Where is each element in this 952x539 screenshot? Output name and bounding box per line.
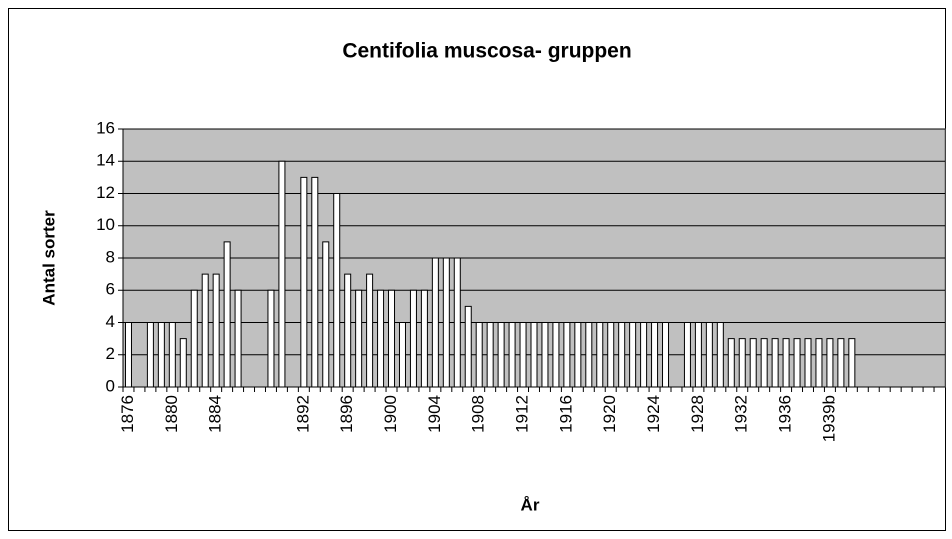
bar <box>223 241 231 388</box>
bar <box>683 322 691 388</box>
bar <box>486 322 494 388</box>
x-tick-label: 1900 <box>381 395 400 433</box>
bar <box>837 338 845 388</box>
bar <box>234 289 242 388</box>
bar <box>519 322 527 388</box>
x-tick-label: 1880 <box>162 395 181 433</box>
y-tick-label: 16 <box>96 118 115 137</box>
bar <box>694 322 702 388</box>
bar <box>596 322 604 388</box>
y-tick-label: 2 <box>106 344 115 363</box>
x-tick-label: 1939b <box>819 395 838 442</box>
x-tick-label: 1932 <box>732 395 751 433</box>
y-tick-label: 4 <box>106 312 115 331</box>
y-tick-label: 12 <box>96 183 115 202</box>
bar <box>355 289 363 388</box>
x-tick-label: 1920 <box>600 395 619 433</box>
x-tick-label: 1876 <box>118 395 137 433</box>
bar <box>563 322 571 388</box>
bar <box>749 338 757 388</box>
x-tick-label: 1908 <box>469 395 488 433</box>
bar <box>760 338 768 388</box>
bar <box>497 322 505 388</box>
bar <box>651 322 659 388</box>
bar <box>782 338 790 388</box>
x-tick-label: 1924 <box>644 395 663 433</box>
y-tick-label: 6 <box>106 280 115 299</box>
bar <box>530 322 538 388</box>
bar <box>727 338 735 388</box>
bar <box>124 322 132 388</box>
bar <box>300 176 308 388</box>
y-tick-label: 8 <box>106 247 115 266</box>
bar <box>322 241 330 388</box>
bar <box>793 338 801 388</box>
bar <box>662 322 670 388</box>
y-axis-label: Antal sorter <box>39 210 58 306</box>
x-tick-label: 1928 <box>688 395 707 433</box>
bar <box>475 322 483 388</box>
bar <box>267 289 275 388</box>
bar <box>541 322 549 388</box>
bar <box>398 322 406 388</box>
x-tick-label: 1936 <box>776 395 795 433</box>
x-tick-label: 1896 <box>337 395 356 433</box>
bar <box>618 322 626 388</box>
bar <box>771 338 779 388</box>
y-tick-label: 0 <box>106 376 115 395</box>
bar <box>848 338 856 388</box>
bar <box>464 305 472 388</box>
y-tick-label: 10 <box>96 215 115 234</box>
bar <box>826 338 834 388</box>
bar <box>420 289 428 388</box>
bar <box>146 322 154 388</box>
bar <box>388 289 396 388</box>
bar <box>442 257 450 388</box>
bar <box>815 338 823 388</box>
bar <box>278 160 286 388</box>
bar <box>453 257 461 388</box>
x-tick-label: 1892 <box>293 395 312 433</box>
chart-title: Centifolia muscosa- gruppen <box>342 40 631 63</box>
bar <box>431 257 439 388</box>
bar <box>157 322 165 388</box>
x-tick-label: 1884 <box>206 395 225 433</box>
bar <box>179 338 187 388</box>
bar <box>804 338 812 388</box>
y-tick-label: 14 <box>96 151 115 170</box>
bar <box>716 322 724 388</box>
bar <box>212 273 220 388</box>
x-tick-label: 1904 <box>425 395 444 433</box>
bar <box>366 273 374 388</box>
bar <box>552 322 560 388</box>
bar <box>705 322 713 388</box>
x-tick-label: 1916 <box>556 395 575 433</box>
x-tick-label: 1912 <box>513 395 532 433</box>
bar <box>508 322 516 388</box>
bar <box>190 289 198 388</box>
bar <box>409 289 417 388</box>
bar <box>640 322 648 388</box>
bar <box>377 289 385 388</box>
bar <box>738 338 746 388</box>
x-axis-label: År <box>521 495 540 514</box>
bar <box>574 322 582 388</box>
bar <box>629 322 637 388</box>
bar <box>607 322 615 388</box>
bar <box>201 273 209 388</box>
bar <box>311 176 319 388</box>
bar <box>333 193 341 388</box>
bar <box>168 322 176 388</box>
bar <box>585 322 593 388</box>
bar <box>344 273 352 388</box>
